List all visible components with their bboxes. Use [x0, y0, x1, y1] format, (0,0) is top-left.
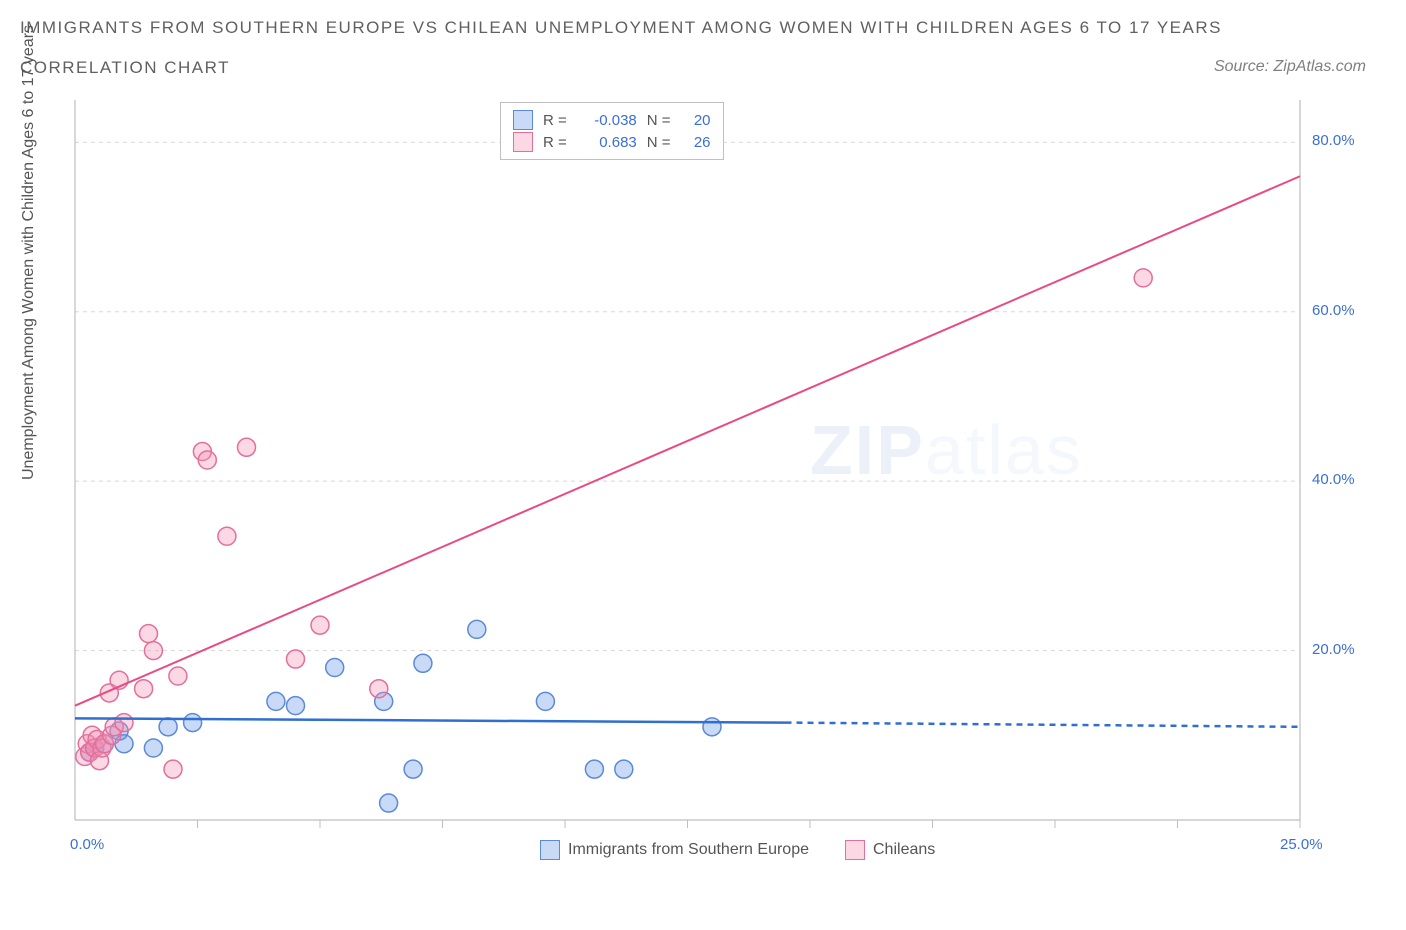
legend-swatch-series2: [513, 132, 533, 152]
legend-series-box: Immigrants from Southern Europe Chileans: [540, 840, 935, 860]
page-title-line1: IMMIGRANTS FROM SOUTHERN EUROPE VS CHILE…: [20, 18, 1222, 38]
y-axis-label: Unemployment Among Women with Children A…: [20, 25, 38, 480]
legend-r-label2: R =: [543, 134, 567, 151]
legend-n-value-series1: 20: [681, 112, 711, 129]
legend-r-value-series2: 0.683: [577, 134, 637, 151]
tick-label: 20.0%: [1312, 641, 1355, 658]
legend-swatch-series1: [513, 110, 533, 130]
legend-row-series1: R = -0.038 N = 20: [513, 109, 711, 131]
tick-label: 25.0%: [1280, 836, 1323, 853]
legend-r-value-series1: -0.038: [577, 112, 637, 129]
tick-label: 0.0%: [70, 836, 104, 853]
chart-svg: [70, 100, 1370, 860]
legend-label-series1: Immigrants from Southern Europe: [568, 841, 809, 859]
legend-n-label: N =: [647, 112, 671, 129]
legend-n-value-series2: 26: [681, 134, 711, 151]
legend-row-series2: R = 0.683 N = 26: [513, 131, 711, 153]
legend-n-label2: N =: [647, 134, 671, 151]
tick-label: 80.0%: [1312, 132, 1355, 149]
tick-label: 40.0%: [1312, 471, 1355, 488]
legend-correlation-box: R = -0.038 N = 20 R = 0.683 N = 26: [500, 102, 724, 160]
legend-swatch-bottom-series2: [845, 840, 865, 860]
legend-label-series2: Chileans: [873, 841, 935, 859]
chart-plot-area: ZIPatlas R = -0.038 N = 20 R = 0.683 N =…: [70, 100, 1370, 860]
source-label: Source: ZipAtlas.com: [1214, 58, 1366, 76]
tick-label: 60.0%: [1312, 302, 1355, 319]
legend-swatch-bottom-series1: [540, 840, 560, 860]
page-title-line2: CORRELATION CHART: [20, 58, 230, 78]
legend-r-label: R =: [543, 112, 567, 129]
